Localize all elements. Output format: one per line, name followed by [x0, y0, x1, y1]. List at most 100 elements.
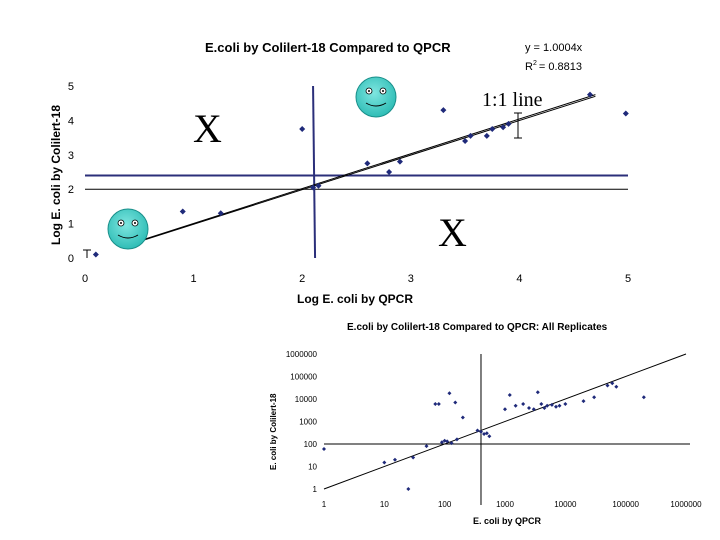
chart-2-data-point — [513, 403, 518, 408]
chart-1-x-tick-label: 0 — [82, 273, 88, 285]
chart-2-x-tick-label: 1000000 — [670, 500, 702, 509]
chart-1-data-point — [364, 160, 371, 167]
chart-2-y-tick-label: 1 — [313, 485, 318, 494]
chart-2-data-point — [406, 487, 411, 491]
chart-2-x-tick-label: 10 — [380, 500, 389, 509]
chart-2-xlabel: E. coli by QPCR — [473, 516, 542, 526]
chart-1-data-point — [92, 251, 99, 258]
chart-2-x-tick-label: 100 — [438, 500, 452, 509]
chart-2-y-tick-label: 100000 — [290, 373, 317, 382]
chart-1-trendline — [139, 94, 596, 242]
chart-2-data-point — [605, 383, 610, 388]
chart-2-x-tick-label: 100000 — [612, 500, 639, 509]
chart-1-data-point — [315, 182, 322, 189]
chart-2-data-point — [521, 401, 526, 406]
chart-1-points — [92, 91, 629, 258]
chart-2-data-point — [610, 381, 615, 386]
chart-1-annotation-1to1: 1:1 line — [482, 89, 543, 111]
chart-2-data-point — [563, 401, 568, 406]
chart-2-data-point — [527, 405, 532, 410]
chart-2-x-tick-label: 1000 — [496, 500, 514, 509]
chart-1-data-point — [467, 132, 474, 139]
chart-2-data-point — [487, 434, 492, 439]
chart-2-data-point — [478, 429, 483, 434]
chart-2-one-to-one-line — [323, 353, 687, 490]
smiley-face-icon — [355, 76, 397, 118]
chart-2-data-point — [531, 407, 536, 412]
chart-1-data-point — [217, 210, 224, 217]
chart-2-data-point — [453, 400, 458, 405]
error-bar-icon — [83, 249, 91, 258]
chart-1-y-tick-label: 2 — [68, 184, 74, 196]
chart-2-points — [322, 381, 646, 491]
chart-1-x-tick-label: 1 — [191, 273, 197, 285]
chart-1-annotation-x-lower: X — [438, 210, 467, 255]
chart-1-r2-label: R — [525, 61, 533, 73]
chart-2-data-point — [535, 390, 540, 395]
chart-2-data-point — [553, 404, 558, 409]
chart-1-ylabel: Log E. coli by Colilert-18 — [49, 105, 63, 245]
chart-2-data-point — [539, 401, 544, 406]
chart-2-data-point — [475, 428, 480, 433]
chart-1-y-tick-label: 1 — [68, 219, 74, 231]
chart-2-data-point — [436, 401, 441, 406]
chart-1-data-point — [299, 126, 306, 132]
chart-2-data-point — [433, 401, 438, 406]
chart-2-data-point — [411, 455, 416, 460]
chart-2-y-tick-label: 1000000 — [286, 350, 318, 359]
chart-2-data-point — [454, 437, 459, 442]
chart-2-data-point — [581, 399, 586, 404]
chart-2: E.coli by Colilert-18 Compared to QPCR: … — [269, 322, 702, 526]
chart-1-x-tick-label: 5 — [625, 273, 631, 285]
chart-1-threshold-vertical — [312, 85, 317, 259]
chart-2-y-tick-label: 10000 — [295, 395, 318, 404]
chart-1-one-to-one-line — [139, 95, 596, 242]
chart-2-title: E.coli by Colilert-18 Compared to QPCR: … — [347, 322, 608, 333]
chart-1-data-point — [179, 208, 186, 215]
chart-1-data-point — [500, 124, 507, 131]
chart-1-data-point — [386, 169, 393, 175]
chart-1-data-point — [483, 132, 490, 139]
chart-1-data-point — [622, 110, 629, 117]
chart-2-data-point — [549, 402, 554, 407]
chart-2-y-tick-label: 1000 — [299, 418, 317, 427]
chart-2-data-point — [439, 440, 444, 445]
chart-2-data-point — [557, 403, 562, 408]
chart-1-r2-value: = 0.8813 — [539, 61, 582, 73]
chart-1-data-point — [440, 107, 447, 114]
chart-2-y-tick-label: 10 — [308, 463, 317, 472]
chart-2-data-point — [322, 446, 326, 451]
chart-1-r2-sup: 2 — [533, 60, 537, 67]
chart-1-data-point — [586, 91, 593, 98]
chart-2-ticks: 1 10 100 1000 10000 100000 1000000 1 10 100 1000 10… — [286, 350, 702, 509]
chart-1-data-point — [396, 158, 403, 165]
chart-2-data-point — [542, 405, 547, 410]
chart-2-data-point — [545, 403, 550, 408]
chart-2-data-point — [449, 441, 454, 446]
chart-1-ticks: 0 1 2 3 4 5 0 1 2 3 4 5 — [68, 81, 631, 285]
chart-1-y-tick-label: 0 — [68, 253, 74, 265]
smiley-face-icon — [107, 208, 149, 250]
chart-1-data-point — [310, 184, 317, 191]
chart-2-data-point — [482, 431, 487, 436]
chart-1-x-tick-label: 3 — [408, 273, 414, 285]
error-bar-icon — [514, 112, 522, 139]
chart-2-data-point — [484, 431, 489, 436]
chart-2-ylabel: E. coli by Colilert-18 — [269, 393, 278, 470]
chart-1-y-tick-label: 4 — [68, 115, 74, 127]
chart-2-data-point — [392, 457, 397, 462]
chart-1: E.coli by Colilert-18 Compared to QPCR y… — [49, 40, 631, 306]
chart-2-data-point — [503, 407, 507, 412]
chart-2-y-tick-label: 100 — [304, 440, 318, 449]
chart-1-xlabel: Log E. coli by QPCR — [297, 292, 413, 306]
chart-1-annotation-x-upper: X — [193, 106, 222, 151]
chart-2-data-point — [424, 444, 429, 449]
chart-2-data-point — [460, 415, 465, 420]
chart-2-data-point — [592, 395, 597, 400]
chart-2-data-point — [382, 460, 387, 465]
chart-2-data-point — [445, 439, 450, 444]
chart-2-data-point — [614, 384, 619, 389]
chart-1-data-point — [505, 120, 512, 127]
chart-1-data-point — [489, 126, 496, 132]
